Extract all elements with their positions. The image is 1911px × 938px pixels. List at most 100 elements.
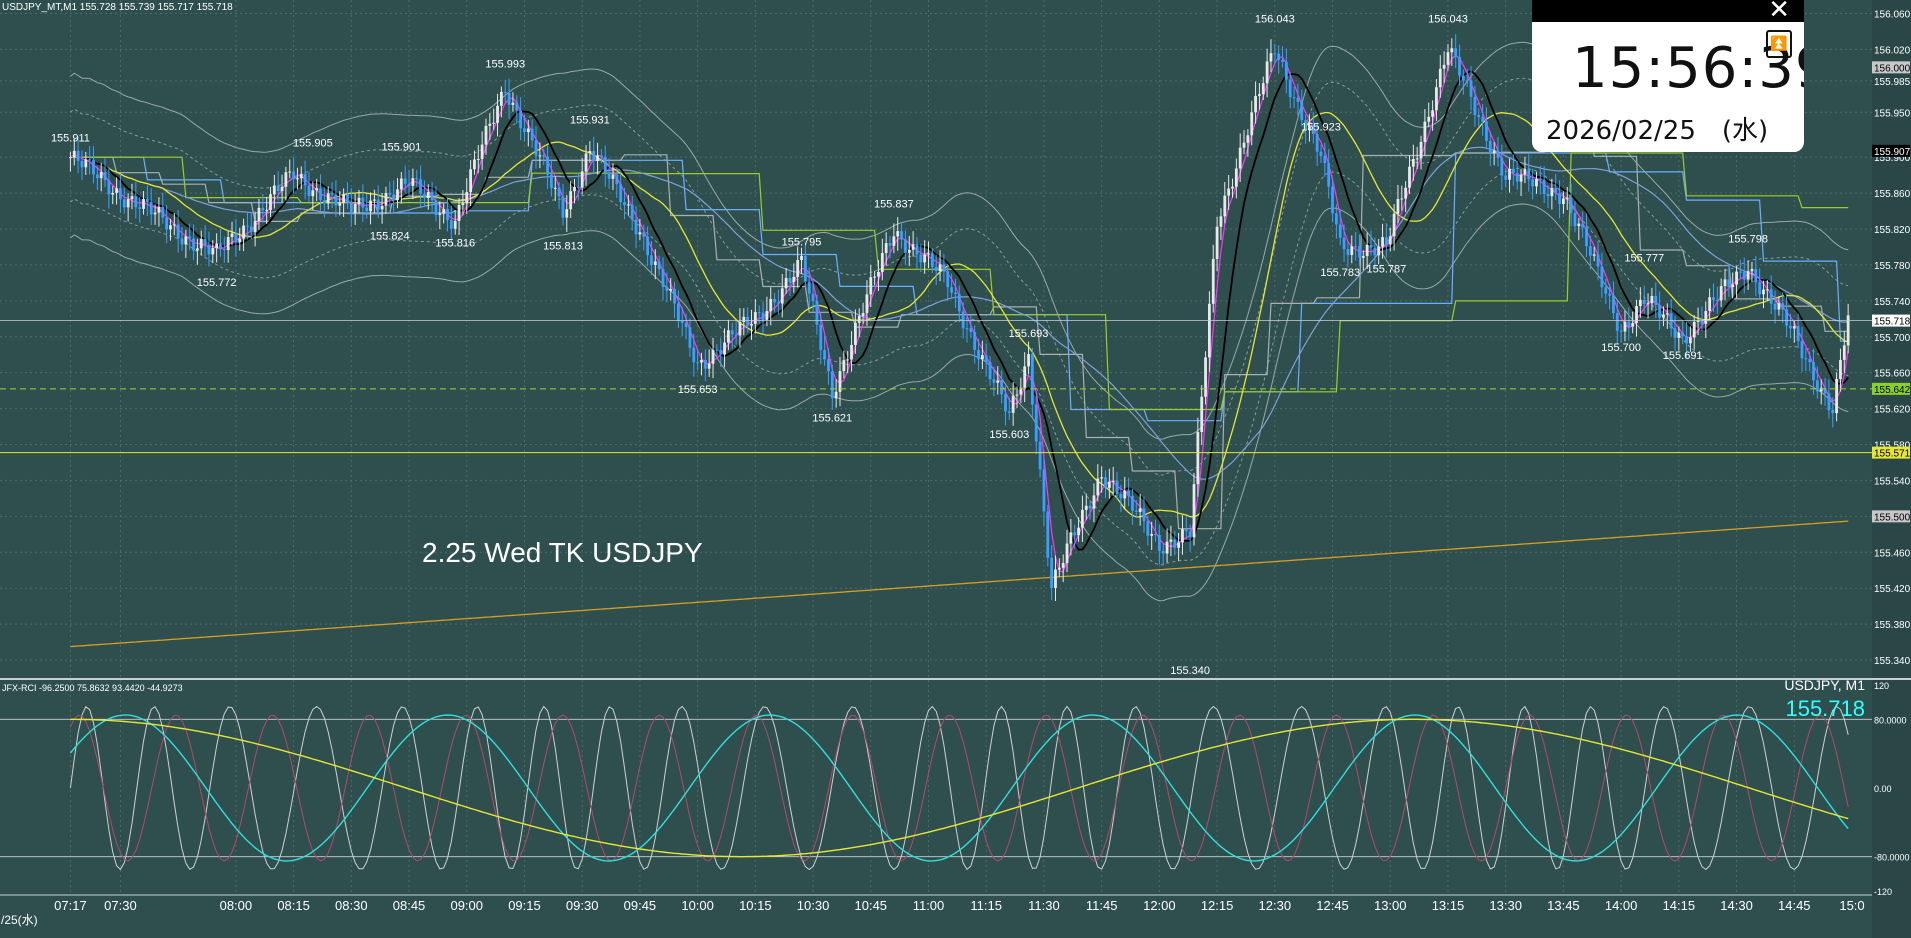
candle-body: [1023, 366, 1027, 388]
price-tick-label: 155.340: [1874, 656, 1911, 667]
candle-body: [1696, 320, 1700, 322]
candle-body: [130, 196, 134, 200]
candle-body: [865, 294, 869, 314]
candle-body: [192, 238, 195, 251]
price-annotation: 155.798: [1728, 234, 1768, 246]
candle-body: [1592, 254, 1596, 256]
candle-body: [973, 332, 977, 350]
candle-body: [480, 144, 484, 159]
candle-body: [911, 244, 915, 250]
candle-body: [815, 300, 819, 325]
candle-body: [961, 311, 965, 329]
candle-body: [1619, 330, 1623, 332]
candle-body: [80, 160, 84, 168]
candle-body: [1569, 197, 1573, 214]
candle-body: [1612, 295, 1615, 314]
price-annotation: 155.783: [1320, 267, 1360, 279]
candle-body: [1092, 495, 1096, 509]
candle-body: [1596, 254, 1600, 267]
candle-body: [676, 303, 680, 321]
candle-body: [1792, 326, 1796, 329]
candle-body: [1284, 61, 1288, 80]
candle-body: [492, 122, 496, 124]
price-annotation: 155.837: [874, 199, 914, 211]
candle-body: [176, 224, 180, 239]
candle-body: [853, 322, 857, 345]
close-icon[interactable]: ✕: [1768, 0, 1790, 24]
candle-body: [134, 196, 138, 208]
candle-body: [1138, 508, 1142, 512]
candle-body: [1358, 246, 1361, 258]
candle-body: [623, 202, 626, 206]
candle-body: [1435, 87, 1438, 111]
candle-body: [1608, 293, 1611, 296]
candle-body: [834, 391, 838, 399]
candle-body: [1219, 216, 1223, 227]
time-tick-label: 10:00: [681, 898, 714, 913]
candle-body: [1646, 303, 1650, 305]
candle-body: [442, 209, 446, 214]
candle-body: [923, 254, 927, 263]
rci-indicator: [0, 705, 1872, 871]
clock-widget[interactable]: ✕ 15:56:39 ⏫ 2026/02/25 (水): [1532, 0, 1804, 152]
candle-body: [1615, 313, 1619, 331]
candle-body: [1227, 188, 1231, 196]
time-tick-label: 11:00: [913, 898, 945, 913]
candle-body: [1277, 53, 1281, 60]
candle-body: [611, 174, 615, 179]
candle-body: [1438, 68, 1442, 88]
candle-body: [927, 253, 930, 255]
candle-body: [1146, 521, 1150, 536]
candle-body: [1496, 150, 1500, 158]
candle-body: [161, 206, 165, 218]
price-axis: 156.060 156.020 155.985 155.950 155.900 155.8…: [1872, 9, 1911, 897]
candle-body: [819, 324, 823, 351]
candle-body: [1134, 510, 1138, 512]
candle-body: [719, 350, 723, 355]
candle-body: [507, 92, 511, 105]
time-tick-label: 11:15: [970, 898, 1002, 913]
candle-body: [1504, 175, 1508, 180]
candle-body: [727, 330, 730, 343]
candle-body: [215, 243, 219, 249]
candle-body: [84, 159, 88, 168]
pin-topmost-icon[interactable]: ⏫: [1766, 30, 1792, 58]
candle-body: [1715, 300, 1719, 302]
candle-body: [954, 292, 957, 295]
clock-titlebar[interactable]: ✕: [1532, 0, 1804, 22]
candle-body: [780, 288, 784, 304]
candle-body: [888, 243, 892, 246]
candle-body: [896, 231, 900, 237]
candle-body: [761, 312, 765, 320]
candle-body: [565, 209, 569, 218]
candle-body: [980, 355, 984, 360]
candle-body: [557, 187, 561, 197]
candle-body: [792, 276, 796, 283]
candle-body: [122, 199, 126, 208]
candle-body: [1704, 310, 1708, 324]
candle-body: [1481, 117, 1484, 122]
candle-body: [553, 187, 557, 189]
candle-body: [846, 359, 850, 361]
candle-body: [72, 150, 76, 158]
candle-body: [519, 110, 523, 129]
candle-body: [1111, 480, 1115, 482]
candle-body: [1531, 179, 1535, 187]
price-annotation: 155.923: [1301, 121, 1341, 133]
candle-body: [172, 224, 176, 226]
candle-body: [419, 179, 422, 194]
time-tick-label: 07:17: [54, 898, 87, 913]
clock-date: 2026/02/25 (水): [1546, 116, 1769, 146]
price-annotation: 155.603: [989, 429, 1029, 441]
rci-ninebar-line: [69, 714, 1849, 862]
candle-body: [1258, 94, 1261, 96]
candle-body: [1419, 141, 1423, 159]
candle-body: [1492, 150, 1496, 154]
candle-body: [1065, 543, 1069, 563]
candle-body: [1385, 237, 1388, 245]
candle-body: [373, 199, 376, 201]
rci-short-line: [69, 705, 1849, 871]
candle-body: [269, 194, 272, 211]
candle-body: [1777, 303, 1781, 310]
